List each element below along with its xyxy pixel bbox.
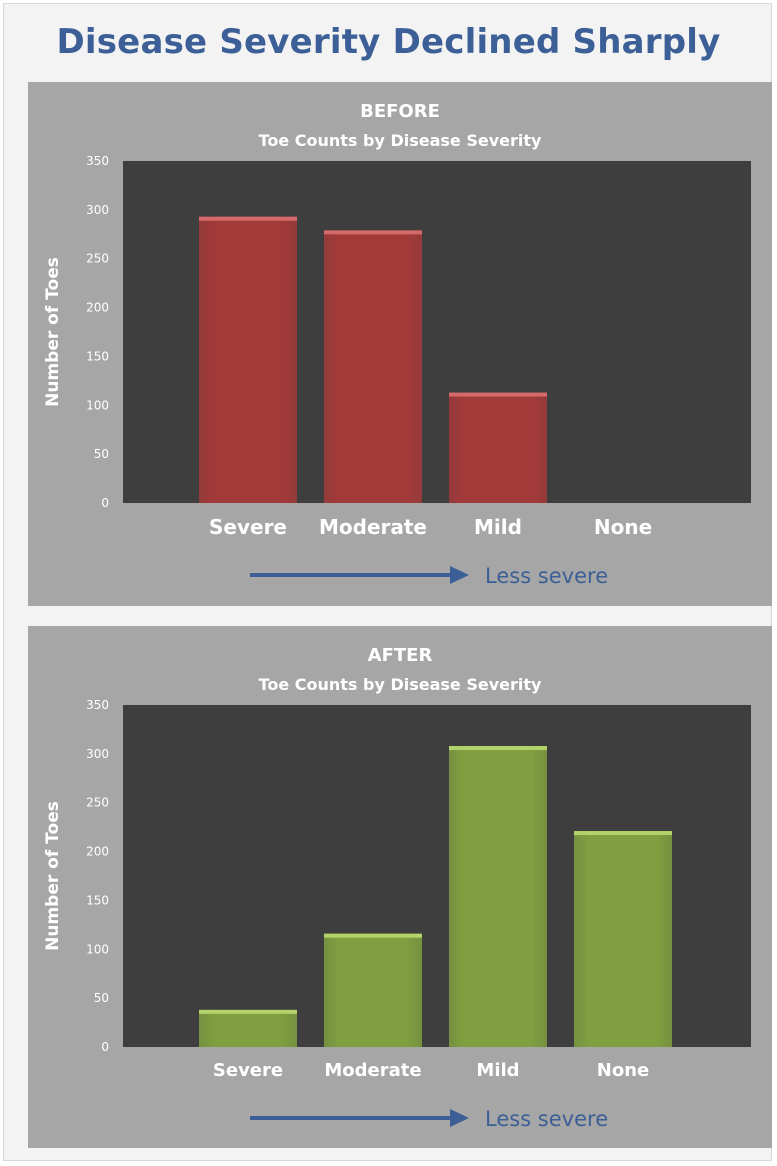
bar-top-highlight	[449, 392, 547, 397]
bar	[449, 392, 547, 503]
arrow-head	[450, 1109, 469, 1127]
after-chart: AFTER Toe Counts by Disease Severity 0 50 10…	[43, 645, 751, 1131]
bar	[199, 216, 297, 503]
y-tick-label: 250	[86, 796, 109, 810]
bar-top-highlight	[449, 746, 547, 751]
y-tick-label: 300	[86, 747, 109, 761]
y-tick-label: 350	[86, 154, 109, 168]
bar-top-highlight	[199, 216, 297, 221]
bar-top-highlight	[574, 831, 672, 836]
category-label: Moderate	[319, 515, 427, 539]
bar	[324, 230, 422, 503]
y-tick-label: 100	[86, 942, 109, 956]
y-tick-label: 200	[86, 845, 109, 859]
chart-title: Toe Counts by Disease Severity	[259, 675, 542, 694]
y-tick-label: 150	[86, 893, 109, 907]
y-axis-label: Number of Toes	[43, 801, 63, 951]
panel-label: AFTER	[368, 645, 433, 666]
y-tick-label: 250	[86, 252, 109, 266]
y-tick-label: 150	[86, 349, 109, 363]
before-chart: BEFORE Toe Counts by Disease Severity 0 50 1…	[43, 101, 751, 588]
arrow-head	[450, 566, 469, 584]
before-chart-panel: BEFORE Toe Counts by Disease Severity 0 50 1…	[28, 82, 772, 606]
after-chart-panel: AFTER Toe Counts by Disease Severity 0 50 10…	[28, 626, 772, 1148]
panel-label: BEFORE	[360, 101, 440, 122]
bar	[449, 746, 547, 1047]
y-tick-label: 50	[94, 991, 109, 1005]
bar-top-highlight	[199, 1009, 297, 1014]
y-tick-label: 350	[86, 698, 109, 712]
category-label: Mild	[476, 1060, 519, 1081]
y-tick-label: 100	[86, 398, 109, 412]
y-axis-label: Number of Toes	[43, 257, 63, 407]
arrow-annotation: Less severe	[485, 1107, 608, 1131]
y-tick-label: 200	[86, 301, 109, 315]
page-title: Disease Severity Declined Sharply	[56, 22, 721, 62]
category-label: Moderate	[324, 1060, 421, 1081]
bar-top-highlight	[324, 230, 422, 235]
y-tick-label: 300	[86, 203, 109, 217]
arrow-annotation: Less severe	[485, 564, 608, 588]
category-label: Severe	[209, 515, 287, 539]
y-tick-label: 0	[101, 1040, 109, 1054]
chart-title: Toe Counts by Disease Severity	[259, 131, 542, 150]
bar	[199, 1009, 297, 1047]
bar	[574, 831, 672, 1047]
category-label: Severe	[213, 1060, 283, 1081]
bar-top-highlight	[324, 933, 422, 938]
y-tick-label: 50	[94, 447, 109, 461]
category-label: None	[594, 515, 652, 539]
category-label: Mild	[474, 515, 522, 539]
bar	[324, 933, 422, 1047]
category-label: None	[597, 1060, 649, 1081]
y-tick-label: 0	[101, 496, 109, 510]
